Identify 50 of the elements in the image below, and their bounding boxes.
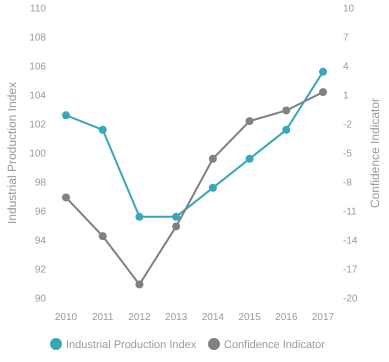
point [319, 88, 327, 96]
point [172, 222, 180, 230]
x-tick-label: 2016 [275, 312, 298, 323]
y2-tick-label: -20 [343, 294, 358, 304]
y-tick-label: 100 [29, 148, 46, 160]
y-tick-label: 96 [34, 206, 46, 218]
point [282, 126, 290, 134]
legend-label: Industrial Production Index [66, 338, 197, 351]
point [282, 106, 290, 114]
point [246, 154, 254, 163]
y2-axis-title: Confidence Indicator [368, 98, 382, 208]
y2-tick-label: -17 [343, 264, 358, 276]
point [172, 212, 180, 221]
x-tick-label: 2011 [92, 312, 114, 323]
y2-tick-label: -14 [343, 236, 358, 246]
y-tick-label: 104 [29, 90, 46, 102]
point [208, 184, 217, 192]
point [208, 154, 217, 163]
y-tick-label: 98 [34, 178, 46, 188]
y-tick-label: 94 [34, 236, 46, 246]
x-tick-label: 2014 [202, 312, 224, 323]
point [246, 117, 254, 126]
y2-tick-label: -5 [343, 148, 352, 160]
y-axis-title: Industrial Production Index [5, 82, 19, 224]
point [319, 68, 327, 76]
y2-tick-label: -11 [343, 206, 358, 218]
y2-tick-label: 1 [343, 90, 349, 102]
y-tick-label: 106 [29, 62, 46, 72]
point [62, 111, 70, 120]
y2-tick-label: -8 [343, 178, 352, 188]
y-tick-label: 110 [30, 4, 46, 14]
point [62, 193, 70, 202]
y2-tick-label: 4 [343, 62, 349, 72]
y-tick-label: 108 [29, 32, 46, 44]
y2-tick-label: 7 [343, 32, 349, 44]
point [98, 232, 107, 240]
y2-tick-label: 10 [343, 4, 355, 14]
point [98, 126, 107, 134]
x-tick-label: 2013 [165, 312, 188, 323]
x-tick-label: 2012 [128, 312, 151, 323]
y-tick-label: 90 [34, 294, 46, 304]
legend-label: Confidence Indicator [224, 338, 326, 351]
y-tick-label: 102 [29, 120, 46, 130]
x-tick-label: 2010 [54, 312, 78, 323]
y-tick-label: 92 [34, 264, 46, 276]
point [135, 280, 144, 288]
point [135, 212, 144, 221]
x-tick-label: 2015 [238, 312, 262, 323]
x-tick-label: 2017 [312, 312, 335, 323]
y2-tick-label: -2 [343, 120, 352, 130]
